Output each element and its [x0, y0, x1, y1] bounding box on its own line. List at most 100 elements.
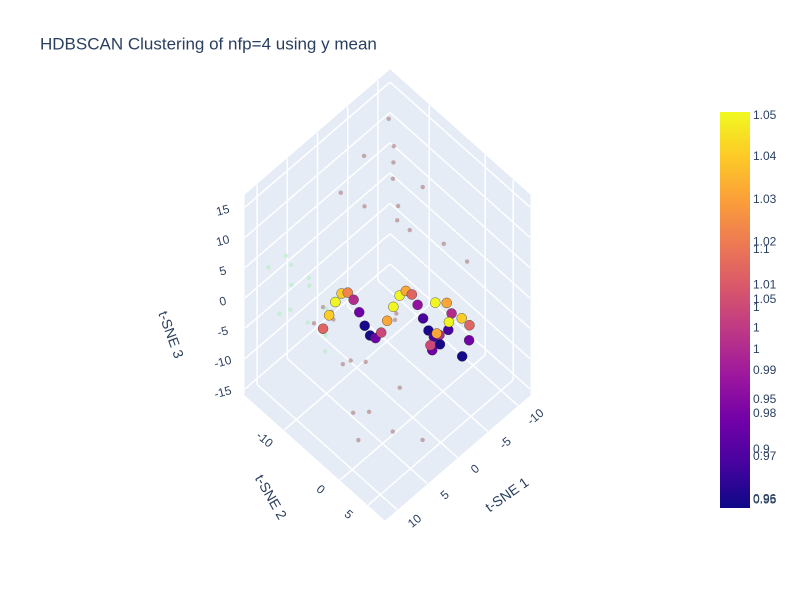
data-point [395, 203, 401, 209]
tick-mark [280, 430, 284, 433]
tick-mark [458, 458, 462, 461]
data-point [311, 321, 317, 326]
data-point [391, 143, 397, 149]
data-point [386, 116, 391, 122]
grid-line [317, 331, 458, 459]
data-point [456, 313, 467, 324]
data-point [446, 308, 457, 319]
chart-title: HDBSCAN Clustering of nfp=4 using y mean [40, 34, 377, 53]
data-point [266, 265, 271, 270]
data-point [288, 262, 294, 268]
data-point [289, 282, 294, 288]
data-point [443, 316, 455, 328]
data-point [283, 253, 289, 259]
colorbar-tick-label: 1 [753, 300, 760, 314]
data-point [395, 218, 400, 223]
grid-line [244, 202, 391, 329]
data-point [305, 320, 311, 325]
data-point [348, 294, 359, 305]
colorbar-tick-label: 1 [753, 320, 760, 334]
data-point [431, 328, 442, 339]
colorbar-tick-label: 0.97 [753, 449, 777, 463]
grid-line [244, 81, 391, 208]
data-point [288, 307, 293, 312]
data-point [376, 327, 387, 338]
data-point [390, 176, 396, 181]
data-point [464, 259, 470, 264]
grid-line [389, 111, 531, 238]
colorbar-tick-label: 0.95 [753, 492, 777, 506]
data-point [392, 317, 398, 323]
data-point [317, 323, 329, 334]
tick-mark [427, 484, 431, 487]
tick-mark [518, 405, 522, 408]
data-point [330, 296, 341, 308]
data-point [412, 299, 423, 311]
data-point [354, 307, 365, 318]
data-point [406, 289, 418, 300]
grid-line [244, 233, 391, 360]
x-tick-label: -10 [524, 406, 547, 428]
x-tick-label: 0 [468, 461, 482, 476]
data-point [338, 190, 343, 195]
data-point [350, 410, 356, 416]
data-point [441, 297, 452, 309]
grid-line [244, 111, 391, 238]
grid-line [389, 233, 531, 360]
grid-line [283, 304, 430, 431]
data-point [322, 349, 328, 354]
grid-line [256, 384, 398, 511]
colorbar-tick-label: 1.05 [753, 108, 777, 122]
data-point [324, 306, 329, 311]
data-point [417, 313, 429, 324]
colorbar-tick-label: 0.98 [753, 406, 777, 420]
data-point [397, 385, 402, 390]
data-point [320, 304, 326, 310]
z-tick-label: -5 [216, 323, 230, 339]
colorbar-tick-label: 1.04 [753, 149, 777, 163]
data-point [356, 437, 361, 443]
data-point [362, 204, 367, 209]
data-point [359, 320, 370, 331]
data-point [425, 340, 436, 351]
grid-line [389, 202, 531, 329]
z-tick-label: 0 [218, 294, 228, 309]
grid-line [377, 279, 519, 406]
data-point [388, 301, 399, 313]
data-point [307, 283, 312, 288]
colorbar-tick-label: 1.02 [753, 235, 777, 249]
grid-line [389, 263, 531, 390]
colorbar-tick-label: 0.99 [753, 363, 777, 377]
colorbar [720, 112, 750, 508]
grid-line [244, 263, 391, 390]
tick-mark [397, 510, 401, 513]
grid-line [389, 81, 531, 208]
tick-mark [364, 505, 368, 508]
colorbar-tick-label: 0.96 [753, 492, 777, 506]
data-point [420, 184, 425, 190]
grid-line [347, 305, 489, 433]
y-axis-title: t-SNE 2 [252, 472, 290, 523]
grid-line [286, 357, 428, 485]
colorbar-tick-label: 1.01 [753, 278, 777, 292]
data-point [342, 287, 353, 298]
data-point [420, 437, 425, 443]
grid-line [339, 354, 486, 481]
data-point [390, 429, 396, 434]
x-tick-label: 5 [438, 487, 452, 502]
grid-line [389, 142, 531, 269]
x-tick-label: -5 [497, 434, 514, 452]
colorbar-tick-label: 1.05 [753, 292, 777, 306]
data-point [348, 358, 353, 363]
colorbar-tick-label: 0.9 [753, 442, 770, 456]
data-point [323, 310, 335, 321]
data-point [381, 315, 393, 326]
data-point [456, 351, 468, 362]
colorbar-tick-label: 1.1 [753, 242, 770, 256]
x-axis-title: t-SNE 1 [482, 474, 532, 515]
data-point [394, 311, 399, 316]
data-point [391, 160, 396, 165]
y-tick-label: 0 [314, 482, 328, 497]
data-point [366, 409, 372, 415]
data-point [323, 332, 328, 338]
